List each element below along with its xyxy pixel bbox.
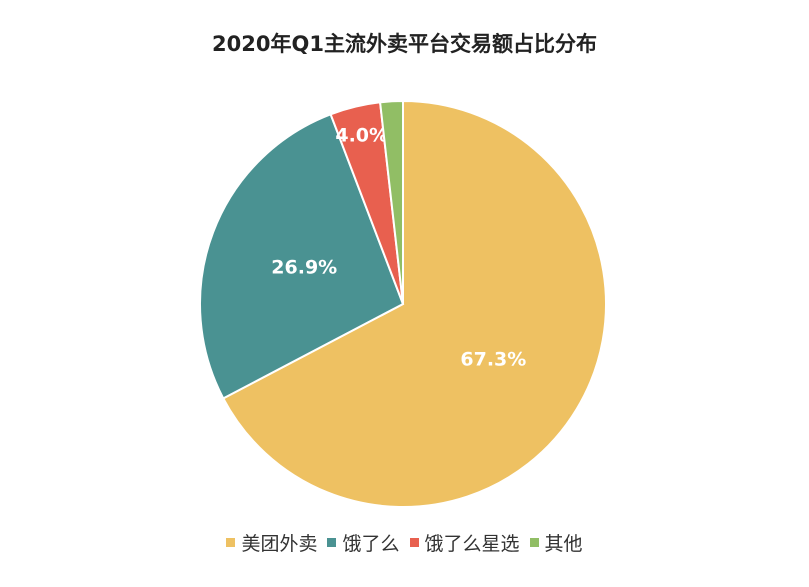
pie-slice-4 <box>378 99 404 305</box>
legend-label: 饿了么星选 <box>424 533 520 555</box>
pie-slice-2 <box>199 113 405 400</box>
legend-swatch <box>327 538 337 547</box>
legend-item-3: 饿了么星选 <box>409 529 520 556</box>
chart-legend: 美团外卖 饿了么 饿了么星选 其他 <box>0 529 809 556</box>
legend-label: 饿了么 <box>342 533 400 555</box>
pie-slice-1 <box>221 99 607 508</box>
legend-item-2: 饿了么 <box>327 529 400 556</box>
legend-item-1: 美团外卖 <box>226 529 317 556</box>
legend-swatch <box>409 538 419 547</box>
data-label-3: 4.0% <box>335 124 388 146</box>
legend-label: 其他 <box>544 533 583 555</box>
data-label-2: 26.9% <box>271 257 337 279</box>
legend-label: 美团外卖 <box>241 533 318 555</box>
legend-swatch <box>226 538 236 547</box>
data-label-1: 67.3% <box>460 349 526 371</box>
legend-item-4: 其他 <box>529 529 583 556</box>
chart-title: 2020年Q1主流外卖平台交易额占比分布 <box>212 32 597 56</box>
legend-swatch <box>529 538 539 547</box>
